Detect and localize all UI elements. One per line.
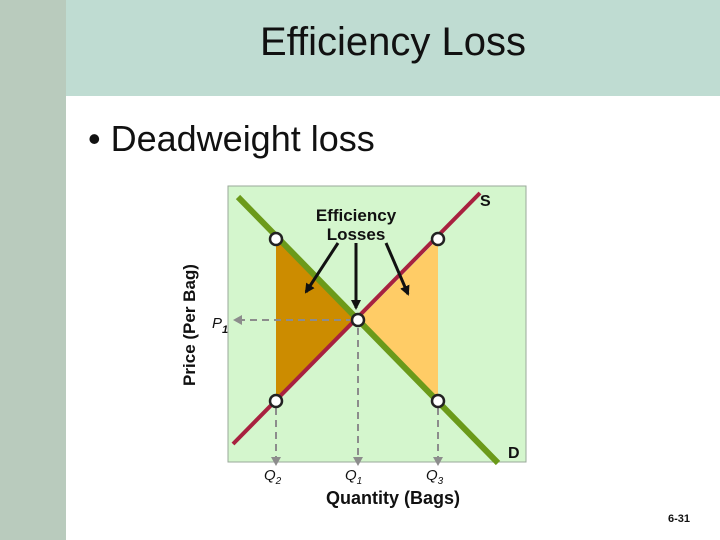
slide-number: 6-31 bbox=[668, 513, 691, 525]
title-bar bbox=[66, 0, 720, 96]
annotation-line-1: Efficiency bbox=[316, 206, 397, 225]
q1-arrowhead bbox=[353, 457, 363, 466]
demand-point-q3 bbox=[430, 393, 446, 409]
y-axis-label: Price (Per Bag) bbox=[180, 264, 199, 386]
annotation-line-2: Losses bbox=[327, 225, 386, 244]
p1-arrowhead bbox=[233, 315, 242, 325]
pointer-arrow-left bbox=[304, 242, 340, 294]
q2-arrowhead bbox=[271, 457, 281, 466]
equilibrium-point bbox=[350, 312, 366, 328]
left-decorative-strip bbox=[0, 0, 66, 540]
supply-label: S bbox=[480, 193, 491, 210]
q2-label: Q2 bbox=[264, 467, 282, 487]
bullet-deadweight-loss: • Deadweight loss bbox=[88, 118, 375, 159]
pointer-arrow-right bbox=[384, 242, 410, 296]
right-efficiency-loss-triangle bbox=[358, 239, 438, 401]
supply-point-q3 bbox=[430, 231, 446, 247]
q3-arrowhead bbox=[433, 457, 443, 466]
supply-point-q2 bbox=[268, 393, 284, 409]
slide-title: Efficiency Loss bbox=[259, 20, 527, 64]
q1-label: Q1 bbox=[345, 467, 362, 487]
demand-point-q2 bbox=[268, 231, 284, 247]
x-axis-label: Quantity (Bags) bbox=[326, 488, 460, 508]
demand-label: D bbox=[508, 445, 520, 462]
q3-label: Q3 bbox=[426, 467, 444, 487]
p1-label: P1 bbox=[212, 315, 228, 336]
